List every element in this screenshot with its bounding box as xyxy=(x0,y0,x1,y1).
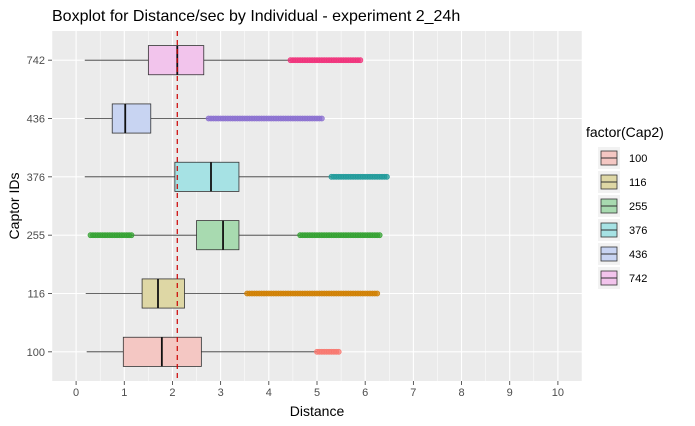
box-116 xyxy=(85,278,381,309)
legend-item-255: 255 xyxy=(598,195,647,217)
x-tick-label: 3 xyxy=(218,387,224,399)
legend-label: 436 xyxy=(629,249,647,261)
outlier-point xyxy=(128,232,135,239)
box-group xyxy=(84,45,390,367)
y-tick-label: 100 xyxy=(27,347,45,359)
y-tick-label: 742 xyxy=(27,55,45,67)
box-iqr xyxy=(174,161,240,192)
box-iqr xyxy=(111,103,152,134)
outlier-point xyxy=(357,57,364,64)
legend-label: 376 xyxy=(629,225,647,237)
legend-label: 742 xyxy=(629,273,647,285)
x-tick-label: 0 xyxy=(73,387,79,399)
box-iqr xyxy=(147,45,205,76)
x-axis: 0 1 2 3 4 5 6 7 8 9 10 xyxy=(73,381,564,399)
legend-label: 255 xyxy=(629,201,647,213)
x-tick-label: 9 xyxy=(507,387,513,399)
legend-title: factor(Cap2) xyxy=(586,124,664,140)
x-tick-label: 10 xyxy=(552,387,564,399)
legend-item-742: 742 xyxy=(598,267,647,289)
box-376 xyxy=(84,161,390,192)
x-tick-label: 2 xyxy=(169,387,175,399)
y-axis: 100 116 255 376 436 742 xyxy=(27,55,52,359)
outlier-point xyxy=(376,232,383,239)
box-742 xyxy=(84,45,364,76)
legend-item-116: 116 xyxy=(598,171,647,193)
outlier-point xyxy=(318,115,325,122)
box-436 xyxy=(84,103,325,134)
chart-title: Boxplot for Distance/sec by Individual -… xyxy=(52,8,460,25)
legend-item-376: 376 xyxy=(598,219,647,241)
x-tick-label: 8 xyxy=(458,387,464,399)
legend: factor(Cap2) 100 116 255 376 436 742 xyxy=(586,124,664,289)
outlier-point xyxy=(374,290,381,297)
y-tick-label: 116 xyxy=(27,289,45,301)
x-tick-label: 4 xyxy=(266,387,272,399)
box-iqr xyxy=(196,220,240,251)
y-tick-label: 376 xyxy=(27,172,45,184)
y-tick-label: 436 xyxy=(27,114,45,126)
legend-item-436: 436 xyxy=(598,243,647,265)
x-tick-label: 5 xyxy=(314,387,320,399)
outlier-point xyxy=(383,173,390,180)
box-255 xyxy=(87,220,383,251)
legend-label: 116 xyxy=(629,177,647,189)
y-tick-label: 255 xyxy=(27,230,45,242)
x-tick-label: 1 xyxy=(121,387,127,399)
legend-item-100: 100 xyxy=(598,147,647,169)
x-axis-label: Distance xyxy=(290,403,345,419)
x-tick-label: 7 xyxy=(410,387,416,399)
outlier-point xyxy=(335,348,342,355)
box-iqr xyxy=(141,278,185,309)
x-tick-label: 6 xyxy=(362,387,368,399)
legend-label: 100 xyxy=(629,153,647,165)
y-axis-label: Captor IDs xyxy=(6,173,22,240)
box-100 xyxy=(86,336,342,367)
